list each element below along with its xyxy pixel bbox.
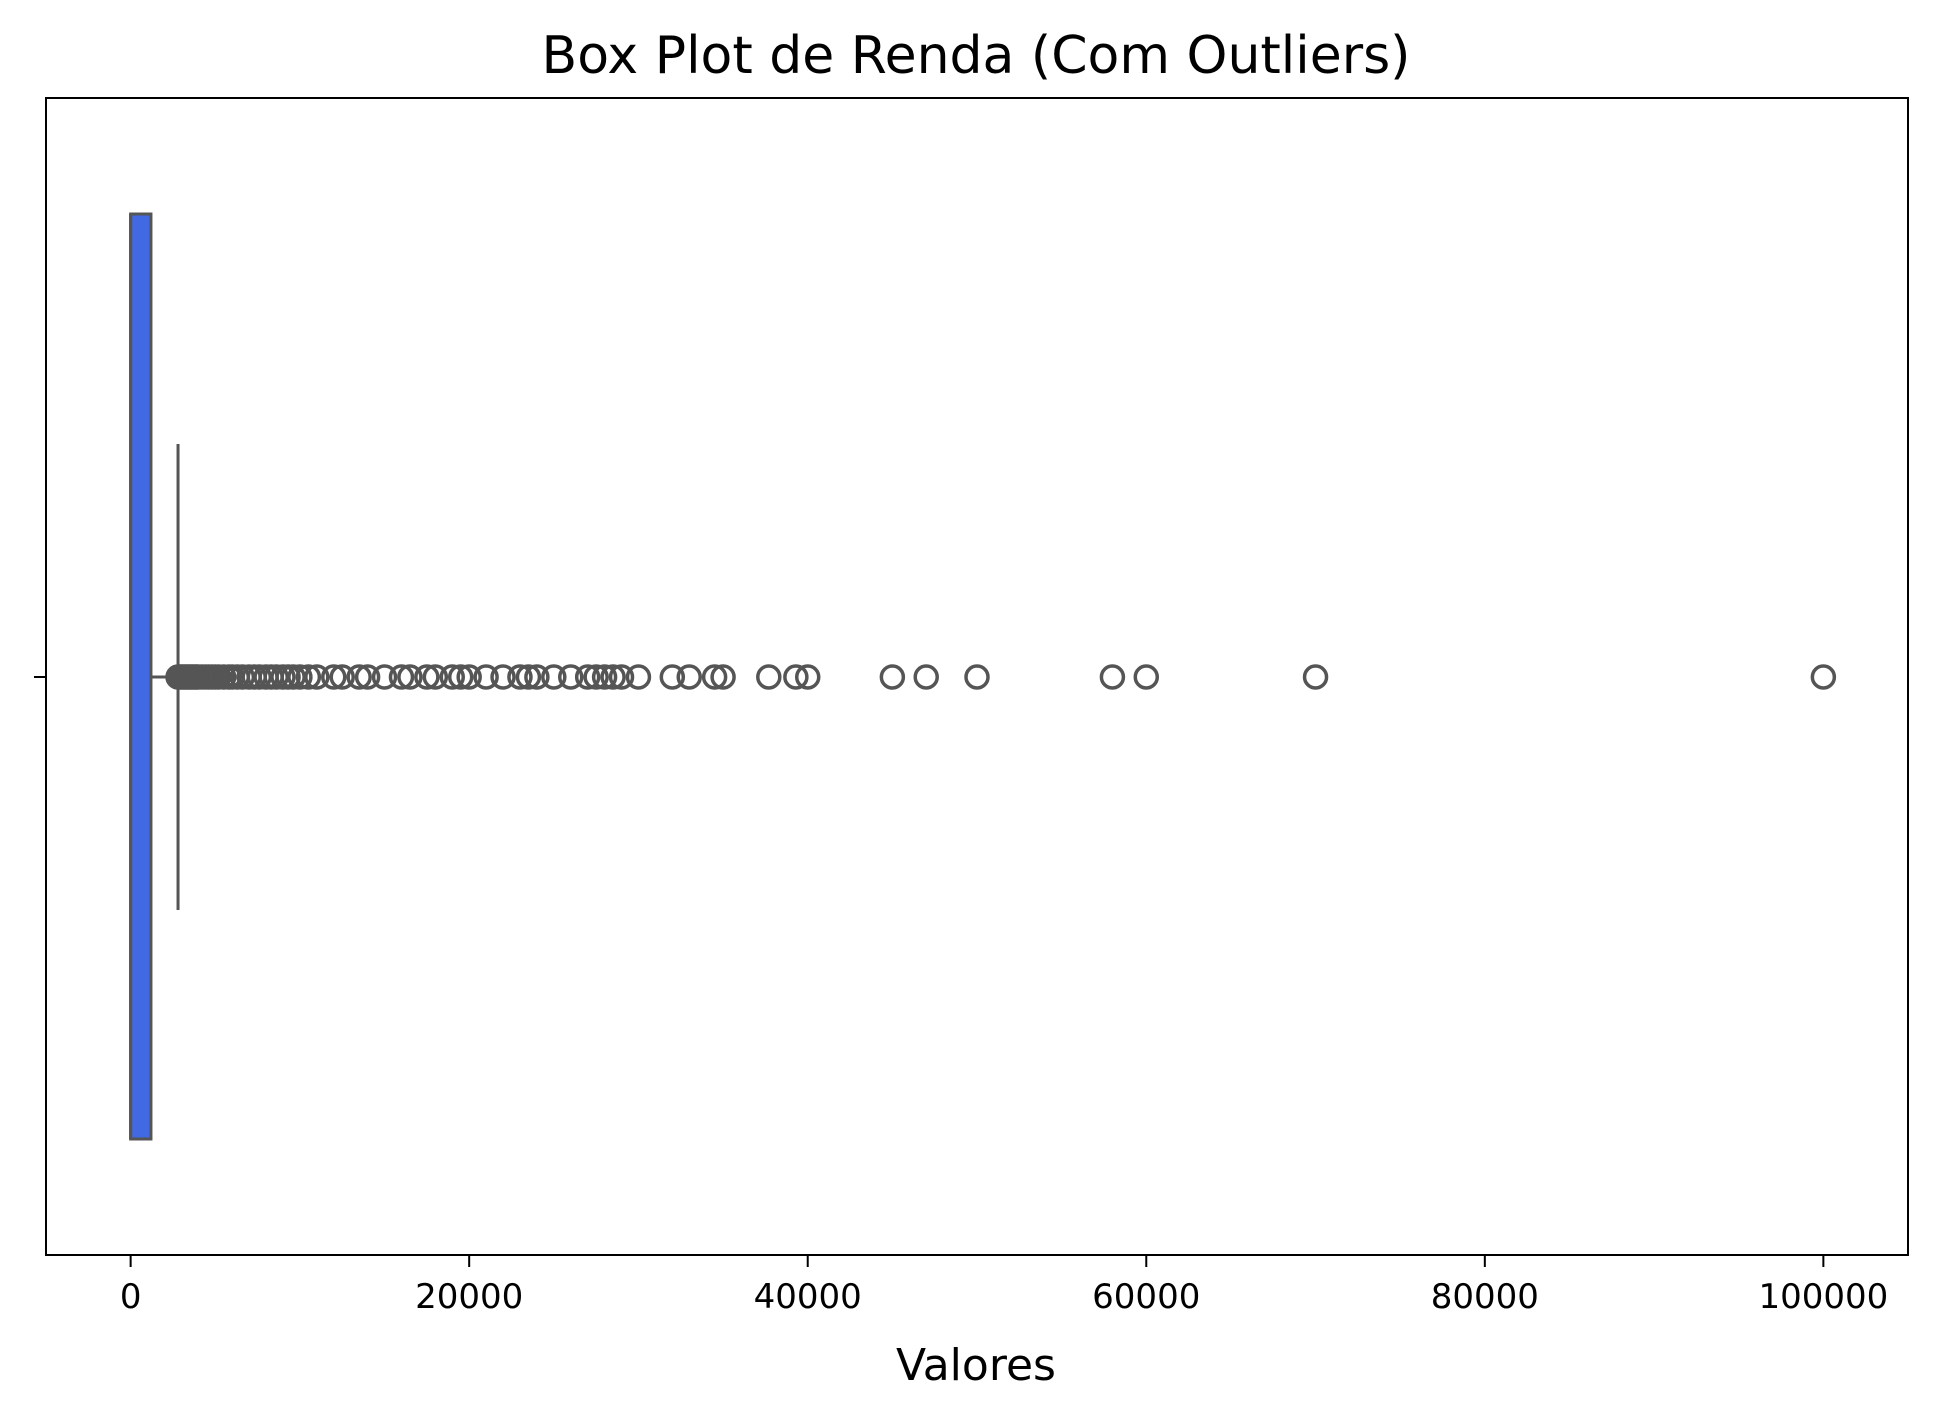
outlier-point (591, 664, 618, 690)
outlier-point (794, 664, 821, 690)
outlier-point (439, 664, 466, 690)
x-tick-label: 80000 (1431, 1277, 1539, 1317)
outlier-point (608, 664, 635, 690)
outlier-point (473, 664, 499, 690)
outlier-point (422, 664, 449, 690)
x-tick-label: 40000 (754, 1277, 862, 1317)
outlier-point (541, 664, 567, 690)
outlier-point (490, 664, 516, 690)
outlier-point (1302, 664, 1329, 690)
outlier-point (625, 664, 652, 690)
outlier-point (388, 664, 415, 690)
outlier-point (1099, 664, 1126, 690)
outlier-point (879, 664, 906, 690)
outlier-point (574, 664, 601, 690)
chart-title: Box Plot de Renda (Com Outliers) (542, 26, 1411, 86)
x-axis: 0 20000 40000 60000 80000 100000 (120, 1255, 1888, 1317)
x-axis-label: Valores (896, 1340, 1056, 1391)
outlier-point (701, 664, 728, 690)
x-tick-label: 0 (120, 1277, 142, 1317)
outlier-point (354, 664, 381, 690)
plot-area (45, 97, 1909, 1256)
outlier-point (287, 664, 313, 690)
outlier-point (1133, 664, 1160, 690)
outlier-point (524, 664, 550, 690)
outlier-point (913, 664, 939, 690)
x-tick-label: 20000 (415, 1277, 523, 1317)
outlier-point (756, 664, 782, 690)
outlier-point (304, 664, 330, 690)
outlier-point (414, 664, 440, 690)
outlier-point (515, 664, 542, 690)
outlier-point (321, 664, 347, 690)
outlier-point (507, 664, 533, 690)
outlier-point (583, 664, 609, 690)
outlier-point (659, 664, 686, 690)
outlier-point (600, 664, 626, 690)
outlier-point (346, 664, 372, 690)
outlier-point (295, 664, 322, 690)
outlier-point (557, 664, 584, 690)
chart-marks (129, 212, 1837, 1141)
box (129, 212, 153, 1141)
x-tick-label: 100000 (1758, 1277, 1888, 1317)
x-tick-label: 60000 (1092, 1277, 1200, 1317)
outlier-point (964, 664, 990, 690)
outlier-point (783, 664, 809, 690)
outlier-point (447, 664, 474, 690)
outlier-point (710, 664, 736, 690)
outlier-point (456, 664, 482, 690)
outlier-point (397, 664, 423, 690)
outlier-point (371, 664, 398, 690)
outlier-point (329, 664, 355, 690)
outlier-point (676, 664, 702, 690)
outlier-point (1810, 664, 1837, 690)
